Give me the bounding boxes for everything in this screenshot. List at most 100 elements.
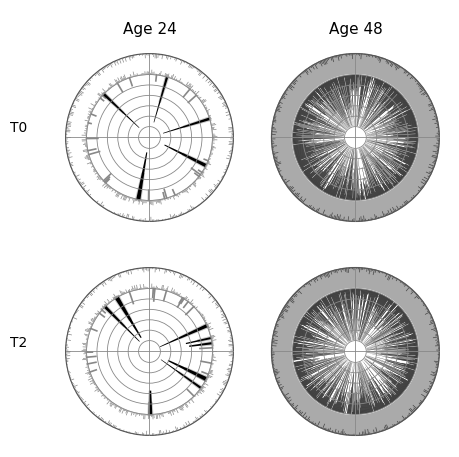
Wedge shape <box>302 318 353 350</box>
Wedge shape <box>293 345 352 351</box>
Wedge shape <box>351 172 353 200</box>
Wedge shape <box>293 352 352 358</box>
Wedge shape <box>356 141 360 200</box>
Wedge shape <box>343 182 347 199</box>
Wedge shape <box>385 337 417 345</box>
Wedge shape <box>292 353 306 354</box>
Wedge shape <box>393 364 415 371</box>
Wedge shape <box>393 132 418 135</box>
Wedge shape <box>385 357 417 363</box>
Wedge shape <box>304 315 334 336</box>
Wedge shape <box>297 326 340 345</box>
Wedge shape <box>398 168 407 174</box>
Wedge shape <box>359 140 409 171</box>
Wedge shape <box>321 298 354 349</box>
Wedge shape <box>358 345 418 351</box>
Wedge shape <box>310 307 313 310</box>
Wedge shape <box>302 104 324 118</box>
Wedge shape <box>397 388 403 393</box>
Wedge shape <box>372 354 418 362</box>
Wedge shape <box>378 107 411 125</box>
Wedge shape <box>375 404 377 411</box>
Wedge shape <box>384 398 388 405</box>
Wedge shape <box>358 353 405 390</box>
Wedge shape <box>357 81 383 135</box>
Wedge shape <box>303 353 353 387</box>
Wedge shape <box>390 372 410 383</box>
Wedge shape <box>355 156 356 201</box>
Wedge shape <box>369 181 375 197</box>
Wedge shape <box>315 166 332 186</box>
Wedge shape <box>353 289 354 294</box>
Wedge shape <box>370 187 374 198</box>
Wedge shape <box>323 298 334 316</box>
Wedge shape <box>365 79 378 112</box>
Wedge shape <box>346 289 350 313</box>
Wedge shape <box>293 138 353 148</box>
Wedge shape <box>303 317 328 334</box>
Wedge shape <box>392 393 397 399</box>
Wedge shape <box>393 122 416 128</box>
Wedge shape <box>306 99 353 136</box>
Wedge shape <box>394 308 401 314</box>
Wedge shape <box>317 361 348 402</box>
Wedge shape <box>389 393 395 401</box>
Wedge shape <box>369 296 385 324</box>
Wedge shape <box>409 156 415 159</box>
Wedge shape <box>403 143 418 144</box>
Wedge shape <box>347 289 355 348</box>
Wedge shape <box>303 316 353 350</box>
Wedge shape <box>369 193 370 199</box>
Wedge shape <box>327 81 354 135</box>
Wedge shape <box>335 78 347 111</box>
Wedge shape <box>363 291 373 324</box>
Wedge shape <box>339 291 341 292</box>
Wedge shape <box>409 349 418 350</box>
Wedge shape <box>358 140 402 181</box>
Wedge shape <box>374 294 382 310</box>
Wedge shape <box>347 164 353 200</box>
Wedge shape <box>293 142 317 145</box>
Wedge shape <box>333 184 338 197</box>
Title: Age 48: Age 48 <box>329 22 382 37</box>
Wedge shape <box>373 136 418 137</box>
Wedge shape <box>357 197 358 201</box>
Wedge shape <box>360 195 361 200</box>
Wedge shape <box>360 290 367 328</box>
Wedge shape <box>358 386 361 414</box>
Wedge shape <box>394 154 413 163</box>
Wedge shape <box>358 138 417 150</box>
Wedge shape <box>302 318 342 343</box>
Wedge shape <box>345 289 355 348</box>
Wedge shape <box>337 77 346 106</box>
Wedge shape <box>385 83 387 88</box>
Wedge shape <box>318 87 327 99</box>
Wedge shape <box>363 350 418 351</box>
Wedge shape <box>372 78 375 89</box>
Wedge shape <box>333 292 339 308</box>
Wedge shape <box>366 402 369 413</box>
Wedge shape <box>318 301 353 349</box>
Wedge shape <box>354 188 355 201</box>
Wedge shape <box>297 372 305 376</box>
Wedge shape <box>351 74 355 134</box>
Wedge shape <box>394 97 404 105</box>
Wedge shape <box>383 84 388 92</box>
Wedge shape <box>297 361 331 375</box>
Wedge shape <box>396 143 418 147</box>
Wedge shape <box>295 144 330 155</box>
Wedge shape <box>293 141 309 143</box>
Wedge shape <box>308 158 332 180</box>
Wedge shape <box>294 339 296 340</box>
Wedge shape <box>415 130 418 131</box>
Wedge shape <box>397 391 402 394</box>
Wedge shape <box>326 170 339 193</box>
Wedge shape <box>358 138 418 146</box>
Wedge shape <box>394 116 414 123</box>
Wedge shape <box>357 140 385 193</box>
Wedge shape <box>363 289 365 298</box>
Wedge shape <box>323 297 352 345</box>
Wedge shape <box>347 390 351 414</box>
Wedge shape <box>358 195 359 200</box>
Wedge shape <box>358 352 418 358</box>
